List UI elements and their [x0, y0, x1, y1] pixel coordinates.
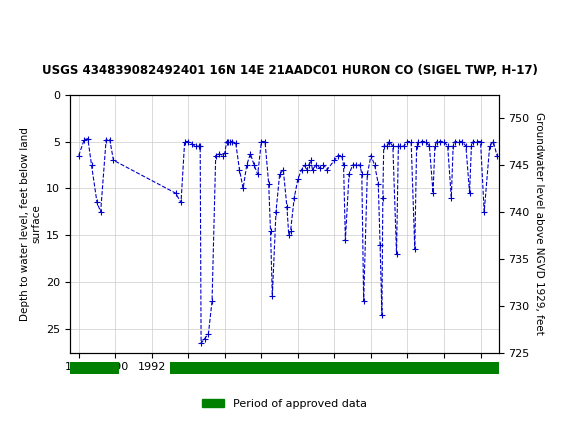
Bar [70, 362, 119, 374]
Bar [170, 362, 499, 374]
Text: █USGS: █USGS [12, 15, 70, 37]
Y-axis label: Depth to water level, feet below land
surface: Depth to water level, feet below land su… [20, 127, 42, 320]
Legend: Period of approved data: Period of approved data [197, 395, 371, 414]
Text: USGS 434839082492401 16N 14E 21AADC01 HURON CO (SIGEL TWP, H-17): USGS 434839082492401 16N 14E 21AADC01 HU… [42, 64, 538, 77]
Y-axis label: Groundwater level above NGVD 1929, feet: Groundwater level above NGVD 1929, feet [534, 112, 544, 335]
